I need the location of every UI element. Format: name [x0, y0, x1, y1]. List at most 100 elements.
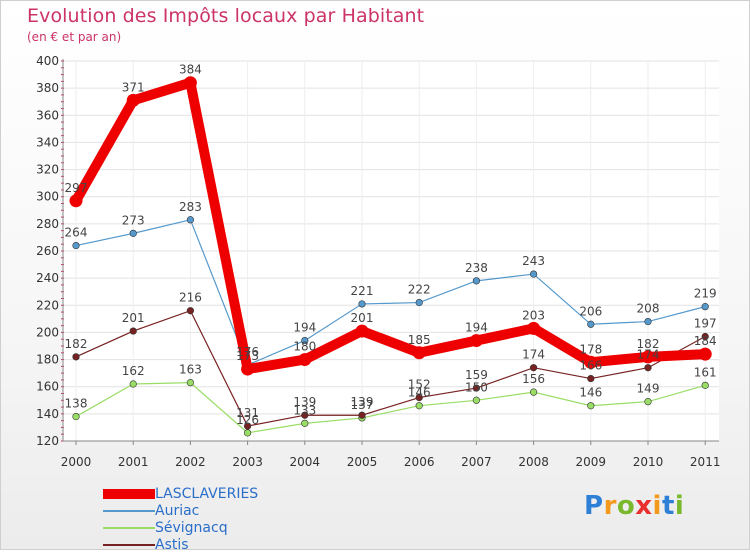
- chart-title: Evolution des Impôts locaux par Habitant: [27, 5, 425, 27]
- x-tick-label: 2004: [290, 455, 321, 469]
- data-label: 149: [637, 382, 660, 396]
- data-label: 146: [579, 386, 602, 400]
- data-label: 159: [465, 368, 488, 382]
- data-point: [529, 388, 538, 396]
- logo-letter: o: [616, 491, 636, 521]
- y-tick-label: 280: [36, 217, 59, 231]
- logo-letter: r: [603, 491, 617, 521]
- data-label: 173: [236, 349, 259, 363]
- data-point: [129, 327, 137, 335]
- data-point: [186, 307, 194, 315]
- data-point: [72, 412, 80, 421]
- data-point: [415, 402, 423, 410]
- data-label: 137: [351, 398, 374, 412]
- data-point: [301, 419, 309, 427]
- data-label: 194: [465, 321, 488, 335]
- logo-letter: x: [635, 491, 653, 521]
- data-point: [415, 393, 423, 402]
- y-tick-label: 180: [36, 353, 59, 367]
- data-label: 162: [122, 364, 145, 378]
- y-tick-label: 400: [36, 54, 59, 68]
- data-label: 152: [408, 378, 431, 392]
- x-tick-label: 2002: [175, 455, 206, 469]
- x-tick-label: 2010: [633, 455, 664, 469]
- y-tick-label: 160: [36, 380, 59, 394]
- data-point: [469, 334, 483, 348]
- x-tick-label: 2003: [232, 455, 263, 469]
- legend-item: Auriac: [103, 503, 258, 520]
- logo-letter: t: [661, 491, 675, 521]
- data-point: [301, 336, 309, 345]
- data-label: 182: [637, 337, 660, 351]
- legend-swatch-auriac: [103, 510, 155, 512]
- data-point: [412, 346, 426, 360]
- y-tick-label: 340: [36, 135, 59, 149]
- data-label: 139: [293, 395, 316, 409]
- data-point: [355, 324, 369, 338]
- series-line: [75, 309, 706, 427]
- data-label: 273: [122, 213, 145, 227]
- data-point: [644, 317, 652, 326]
- logo-letter: i: [652, 491, 662, 521]
- legend-item: LASCLAVERIES: [103, 486, 258, 503]
- data-label: 185: [408, 333, 431, 347]
- legend-label: Astis: [155, 537, 189, 553]
- data-point: [527, 321, 541, 335]
- data-label: 126: [236, 413, 259, 427]
- y-tick-label: 300: [36, 190, 59, 204]
- x-tick-label: 2007: [461, 455, 492, 469]
- data-label: 180: [293, 340, 316, 354]
- x-tick-label: 2005: [347, 455, 378, 469]
- data-label: 182: [65, 337, 88, 351]
- y-tick-label: 260: [36, 244, 59, 258]
- data-label: 146: [408, 386, 431, 400]
- legend-label: Sévignacq: [155, 520, 228, 536]
- legend-swatch-sevignacq: [103, 527, 155, 529]
- data-label: 206: [579, 304, 602, 318]
- data-label: 208: [637, 302, 660, 316]
- data-point: [301, 411, 309, 419]
- legend-swatch-lasclaveries: [103, 489, 155, 499]
- legend-item: Astis: [103, 537, 258, 554]
- x-tick-label: 2000: [61, 455, 92, 469]
- data-label: 178: [579, 342, 602, 356]
- data-label: 283: [179, 200, 202, 214]
- data-label: 176: [236, 345, 259, 359]
- data-point: [244, 429, 252, 437]
- legend-label: LASCLAVERIES: [155, 486, 259, 502]
- data-point: [358, 300, 366, 308]
- data-point: [129, 229, 137, 237]
- data-point: [186, 216, 194, 224]
- data-point: [241, 362, 255, 376]
- data-point: [358, 411, 366, 419]
- legend-label: Auriac: [155, 503, 200, 519]
- data-point: [415, 298, 423, 307]
- y-tick-label: 380: [36, 81, 59, 95]
- data-label: 174: [522, 348, 545, 362]
- data-point: [72, 241, 80, 250]
- data-point: [472, 277, 481, 285]
- series-line: [75, 382, 706, 434]
- data-point: [69, 194, 83, 208]
- legend-item: Sévignacq: [103, 520, 258, 537]
- legend: LASCLAVERIES Auriac Sévignacq Astis: [103, 486, 258, 554]
- data-point: [129, 380, 137, 388]
- y-tick-label: 140: [36, 407, 59, 421]
- data-point: [472, 396, 481, 404]
- data-label: 131: [236, 406, 259, 420]
- x-tick-label: 2009: [576, 455, 607, 469]
- x-tick-label: 2001: [118, 455, 149, 469]
- data-point: [529, 270, 538, 278]
- chart-subtitle: (en € et par an): [27, 30, 122, 44]
- y-tick-label: 220: [36, 298, 59, 312]
- legend-swatch-astis: [103, 544, 155, 546]
- data-point: [701, 332, 709, 341]
- data-label: 133: [293, 403, 316, 417]
- data-label: 166: [579, 359, 602, 373]
- x-tick-label: 2008: [518, 455, 549, 469]
- data-point: [587, 402, 595, 410]
- data-point: [72, 353, 80, 361]
- data-label: 156: [522, 372, 545, 386]
- data-label: 138: [65, 397, 88, 411]
